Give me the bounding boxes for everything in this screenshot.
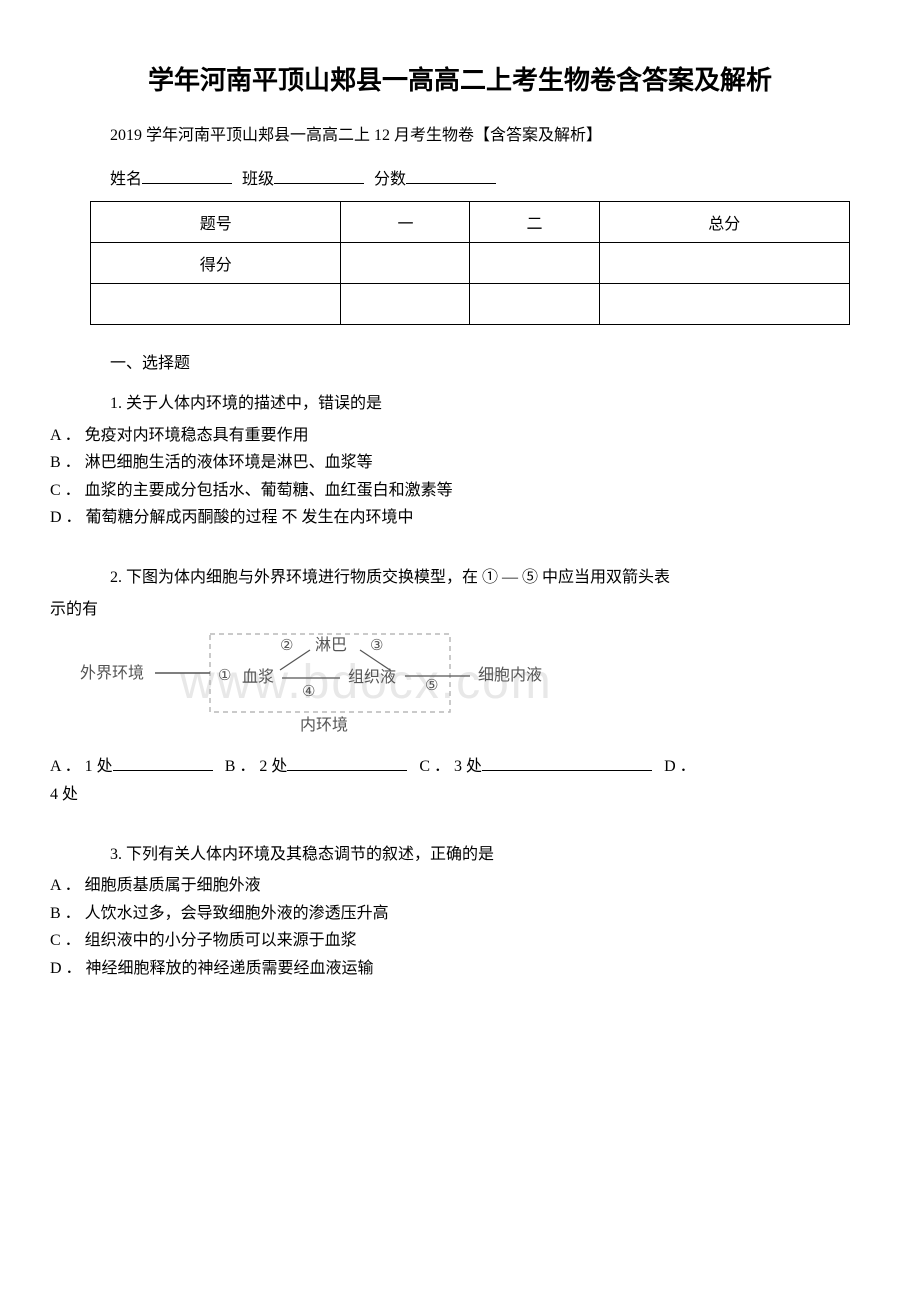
q1-stem: 1. 关于人体内环境的描述中，错误的是 xyxy=(110,391,870,417)
q2-option-d-cont: 4 处 xyxy=(50,782,870,808)
empty-cell xyxy=(470,284,599,325)
q3-option-c: C ． 组织液中的小分子物质可以来源于血浆 xyxy=(50,928,870,954)
subtitle: 2019 学年河南平顶山郏县一高高二上 12 月考生物卷【含答案及解析】 xyxy=(110,121,870,145)
name-label: 姓名 xyxy=(110,171,142,188)
table-row: 题号 一 二 总分 xyxy=(91,202,850,243)
q2-diagram-svg: 外界环境 ① 血浆 ② 淋巴 ③ ④ 组织液 ⑤ 细胞内液 xyxy=(70,628,590,738)
q3-option-b: B ． 人饮水过多，会导致细胞外液的渗透压升高 xyxy=(50,901,870,927)
header-cell: 总分 xyxy=(599,202,849,243)
diagram-zuzhiye: 组织液 xyxy=(348,668,396,686)
diagram-n2: ② xyxy=(280,638,293,654)
q1-option-a: A ． 免疫对内环境稳态具有重要作用 xyxy=(50,423,870,449)
row-label-cell: 得分 xyxy=(91,243,341,284)
q2-diagram: 外界环境 ① 血浆 ② 淋巴 ③ ④ 组织液 ⑤ 细胞内液 xyxy=(70,628,870,743)
class-label: 班级 xyxy=(242,171,274,188)
empty-cell xyxy=(470,243,599,284)
q1-option-c: C ． 血浆的主要成分包括水、葡萄糖、血红蛋白和激素等 xyxy=(50,478,870,504)
q1-option-d: D ． 葡萄糖分解成丙酮酸的过程 不 发生在内环境中 xyxy=(50,505,870,531)
diagram-n3: ③ xyxy=(370,638,383,654)
q3-stem: 3. 下列有关人体内环境及其稳态调节的叙述，正确的是 xyxy=(110,842,870,868)
q1-option-b: B ． 淋巴细胞生活的液体环境是淋巴、血浆等 xyxy=(50,450,870,476)
question-2: 2. 下图为体内细胞与外界环境进行物质交换模型，在 ① — ⑤ 中应当用双箭头表… xyxy=(50,565,870,808)
q2-blank-a xyxy=(113,770,213,771)
header-cell: 题号 xyxy=(91,202,341,243)
student-info-line: 姓名 班级 分数 xyxy=(110,165,870,189)
q2-stem-line1: 2. 下图为体内细胞与外界环境进行物质交换模型，在 ① — ⑤ 中应当用双箭头表 xyxy=(110,565,870,591)
question-1: 1. 关于人体内环境的描述中，错误的是 A ． 免疫对内环境稳态具有重要作用 B… xyxy=(50,391,870,531)
diagram-n1: ① xyxy=(218,668,231,684)
empty-cell xyxy=(341,284,470,325)
diagram-bottom-label: 内环境 xyxy=(300,715,348,734)
class-blank xyxy=(274,183,364,184)
empty-cell xyxy=(341,243,470,284)
score-label: 分数 xyxy=(374,171,406,188)
diagram-linba: 淋巴 xyxy=(315,636,347,654)
q2-options-line: A ． 1 处 B ． 2 处 C ． 3 处 D ． xyxy=(50,753,870,782)
q3-option-a: A ． 细胞质基质属于细胞外液 xyxy=(50,873,870,899)
diagram-left-label: 外界环境 xyxy=(80,663,144,682)
q2-option-c: C ． 3 处 xyxy=(419,758,482,775)
empty-cell xyxy=(599,243,849,284)
q2-blank-c xyxy=(482,770,652,771)
empty-cell xyxy=(599,284,849,325)
page-title: 学年河南平顶山郏县一高高二上考生物卷含答案及解析 xyxy=(50,60,870,97)
diagram-right-label: 细胞内液 xyxy=(478,666,542,684)
q2-option-d: D ． xyxy=(664,758,696,775)
question-3: 3. 下列有关人体内环境及其稳态调节的叙述，正确的是 A ． 细胞质基质属于细胞… xyxy=(50,842,870,982)
q2-blank-b xyxy=(287,770,407,771)
q2-option-a: A ． 1 处 xyxy=(50,758,113,775)
diagram-n5: ⑤ xyxy=(425,678,438,694)
q2-stem-line2: 示的有 xyxy=(50,597,870,623)
q2-option-b: B ． 2 处 xyxy=(225,758,288,775)
header-cell: 一 xyxy=(341,202,470,243)
header-cell: 二 xyxy=(470,202,599,243)
table-row xyxy=(91,284,850,325)
empty-cell xyxy=(91,284,341,325)
table-row: 得分 xyxy=(91,243,850,284)
section-heading: 一、选择题 xyxy=(110,349,870,373)
name-blank xyxy=(142,183,232,184)
diagram-xuejiang: 血浆 xyxy=(242,668,274,686)
q3-option-d: D ． 神经细胞释放的神经递质需要经血液运输 xyxy=(50,956,870,982)
score-table: 题号 一 二 总分 得分 xyxy=(90,201,850,325)
diagram-n4: ④ xyxy=(302,684,315,700)
score-blank xyxy=(406,183,496,184)
